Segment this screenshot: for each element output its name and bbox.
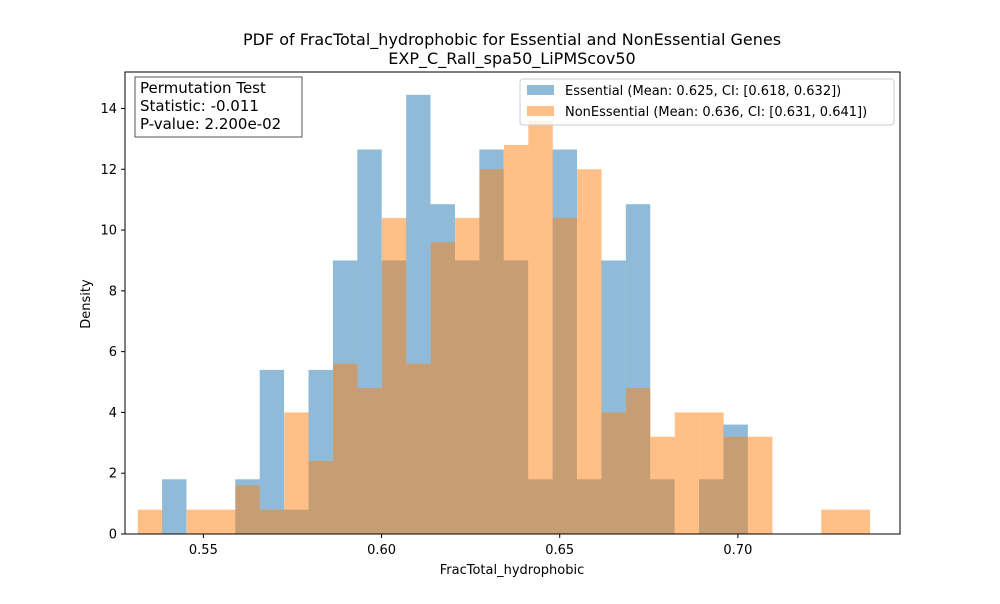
bar-nonessential-13 [455,217,480,534]
bar-nonessential-23 [699,412,724,534]
bar-nonessential-14 [479,169,504,534]
bar-nonessential-8 [333,363,358,534]
legend-swatch-essential [527,85,554,95]
bar-nonessential-28 [821,509,846,534]
stats-annotation-box: Permutation Test Statistic: -0.011 P-val… [134,76,303,138]
stats-box-frame [134,76,303,138]
y-tick-label: 8 [109,284,117,299]
y-tick-label: 6 [109,345,117,360]
bar-nonessential-29 [845,509,871,534]
bars-layer [137,94,871,535]
bar-nonessential-19 [601,412,626,534]
bar-nonessential-18 [577,169,602,534]
x-tick-label: 0.60 [367,543,396,558]
legend-frame [519,78,895,126]
x-tick-label: 0.65 [545,543,574,558]
y-tick-label: 4 [109,406,117,421]
legend-swatch-nonessential [527,106,554,116]
plot-frame [124,71,901,535]
y-tick-label: 12 [100,163,117,178]
y-tick-label: 0 [109,528,117,543]
bar-nonessential-0 [137,509,163,534]
stats-line-statistic: Statistic: -0.011 [140,97,259,115]
legend-label-nonessential: NonEssential (Mean: 0.636, CI: [0.631, 0… [565,105,867,120]
bar-nonessential-4 [235,485,260,534]
y-axis-label: Density [79,279,94,329]
legend: Essential (Mean: 0.625, CI: [0.618, 0.63… [519,78,895,126]
bar-nonessential-24 [723,436,749,534]
bar-nonessential-5 [259,509,285,534]
axes-layer: 0.55 0.60 0.65 0.70 0 2 4 6 8 10 12 14 [100,71,901,558]
bar-nonessential-21 [650,436,675,534]
y-tick-label: 2 [109,467,117,482]
x-tick-label: 0.70 [723,543,752,558]
bar-nonessential-6 [284,412,309,534]
bar-nonessential-2 [186,509,212,534]
bar-nonessential-9 [357,388,382,534]
bar-nonessential-11 [406,363,431,534]
bar-nonessential-22 [674,412,700,534]
bar-nonessential-3 [211,509,236,534]
bar-nonessential-12 [430,242,456,534]
chart-subtitle: EXP_C_Rall_spa50_LiPMScov50 [388,49,635,69]
bar-nonessential-17 [552,217,578,534]
y-tick-label: 10 [100,224,117,239]
x-tick-label: 0.55 [189,543,218,558]
bar-nonessential-15 [503,144,529,534]
stats-line-pvalue: P-value: 2.200e-02 [140,115,281,133]
bar-nonessential-16 [528,120,553,534]
x-axis-label: FracTotal_hydrophobic [440,563,585,578]
bar-essential-0 [162,479,187,534]
bar-nonessential-20 [625,388,651,534]
y-tick-label: 14 [100,102,117,117]
bar-nonessential-10 [381,217,407,534]
bar-nonessential-25 [748,436,773,534]
stats-line-title: Permutation Test [140,79,266,97]
chart-title: PDF of FracTotal_hydrophobic for Essenti… [243,30,781,50]
legend-label-essential: Essential (Mean: 0.625, CI: [0.618, 0.63… [565,84,841,99]
bar-essential-4 [259,369,285,534]
bar-nonessential-7 [308,461,334,534]
